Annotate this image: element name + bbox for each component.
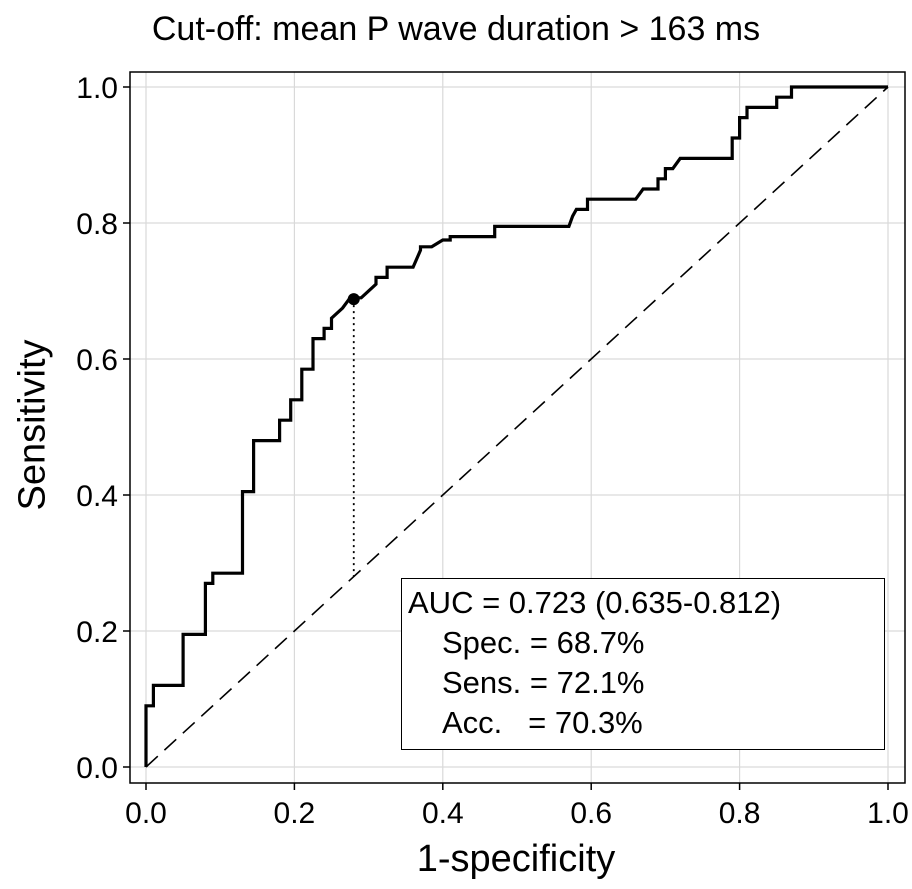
legend-spec: Spec. = 68.7% (442, 625, 645, 660)
y-tick-label-1: 0.2 (76, 616, 118, 649)
chart-title: Cut-off: mean P wave duration > 163 ms (151, 10, 761, 48)
x-tick-label-5: 1.0 (867, 797, 909, 830)
stats-legend: AUC = 0.723 (0.635-0.812) Spec. = 68.7% … (401, 578, 885, 750)
y-tick-label-0: 0.0 (76, 752, 118, 785)
cutoff-point (347, 293, 360, 306)
reference-diagonal-line (145, 86, 889, 768)
plot-frame (129, 71, 906, 784)
y-tick-label-2: 0.4 (76, 480, 118, 513)
legend-acc: Acc. = 70.3% (442, 705, 643, 740)
series (144, 85, 889, 768)
y-tick-label-4: 0.8 (76, 208, 118, 241)
legend-sens: Sens. = 72.1% (442, 665, 645, 700)
tick-labels: 0.0 0.2 0.4 0.6 0.8 1.0 0.0 0.2 0.4 0.6 0.8 1.0 (76, 72, 909, 830)
x-axis-label: 1-specificity (416, 838, 616, 880)
x-tick-label-1: 0.2 (274, 797, 316, 830)
y-tick-label-5: 1.0 (76, 72, 118, 105)
grid (130, 72, 905, 783)
axes (123, 71, 906, 790)
roc-curve-line (144, 85, 888, 767)
x-tick-label-3: 0.6 (570, 797, 612, 830)
y-axis-label: Sensitivity (11, 339, 54, 511)
x-tick-label-2: 0.4 (422, 797, 464, 830)
cutoff-marker (347, 293, 360, 577)
x-tick-label-4: 0.8 (719, 797, 761, 830)
y-tick-label-3: 0.6 (76, 344, 118, 377)
x-tick-label-0: 0.0 (125, 797, 167, 830)
legend-auc: AUC = 0.723 (0.635-0.812) (408, 585, 782, 620)
